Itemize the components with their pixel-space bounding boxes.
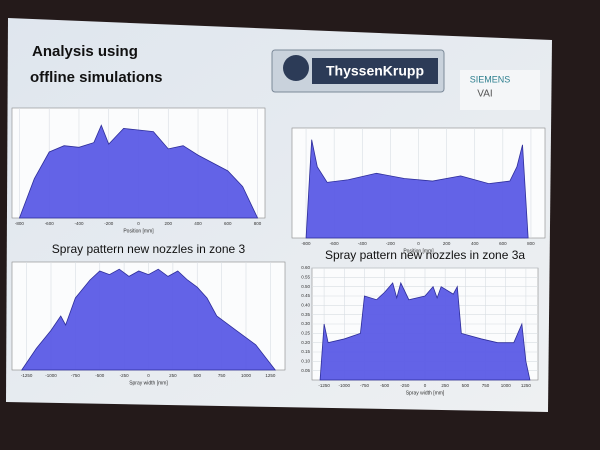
x-tick-label: 750 (218, 373, 226, 378)
x-tick-label: -750 (71, 373, 81, 378)
logo-text: ThyssenKrupp (326, 63, 424, 79)
y-tick-label: 0.25 (301, 331, 310, 336)
x-tick-label: 200 (165, 221, 173, 226)
x-axis-label: Spray width [mm] (406, 390, 445, 396)
x-tick-label: 0 (417, 241, 420, 246)
x-tick-label: 600 (224, 221, 232, 226)
x-tick-label: 800 (254, 221, 262, 226)
x-tick-label: -800 (302, 241, 312, 246)
y-tick-label: 0.50 (301, 284, 310, 289)
x-tick-label: -200 (104, 221, 114, 226)
area (20, 268, 277, 371)
x-tick-label: 500 (462, 383, 470, 388)
y-tick-label: 0.15 (301, 349, 310, 354)
area (319, 281, 531, 381)
x-tick-label: -750 (360, 383, 370, 388)
x-tick-label: 250 (441, 383, 449, 388)
x-tick-label: -250 (120, 373, 130, 378)
partner-box (460, 70, 540, 110)
slide-title: offline simulations (30, 69, 163, 86)
y-tick-label: 0.40 (301, 303, 310, 308)
x-tick-label: -200 (386, 241, 396, 246)
partner-name: SIEMENS (470, 74, 511, 84)
y-tick-label: 0.60 (301, 265, 310, 270)
x-tick-label: 800 (527, 241, 535, 246)
y-tick-label: 0.45 (301, 293, 310, 298)
x-tick-label: -800 (15, 221, 25, 226)
y-tick-label: 0.05 (301, 368, 310, 373)
y-tick-label: 0.30 (301, 321, 310, 326)
y-tick-label: 0.20 (301, 340, 310, 345)
x-tick-label: 600 (499, 241, 507, 246)
x-tick-label: -500 (95, 373, 105, 378)
x-tick-label: -600 (330, 241, 340, 246)
x-tick-label: 1250 (265, 373, 276, 378)
x-tick-label: 0 (137, 221, 140, 226)
x-tick-label: 1000 (501, 383, 512, 388)
x-tick-label: -1250 (318, 383, 330, 388)
x-tick-label: -600 (45, 221, 55, 226)
y-tick-label: 0.10 (301, 359, 310, 364)
x-tick-label: 400 (471, 241, 479, 246)
x-tick-label: -1000 (45, 373, 57, 378)
x-tick-label: 750 (482, 383, 490, 388)
x-axis-label: Position [mm] (403, 248, 434, 254)
x-tick-label: 250 (169, 373, 177, 378)
area (305, 139, 529, 239)
x-tick-label: 1000 (241, 373, 252, 378)
x-tick-label: 500 (193, 373, 201, 378)
x-tick-label: -500 (380, 383, 390, 388)
x-tick-label: -400 (74, 221, 84, 226)
x-tick-label: 0 (147, 373, 150, 378)
y-tick-label: 0.55 (301, 275, 310, 280)
chart-title: Spray pattern new nozzles in zone 3 (52, 242, 246, 256)
partner-sub: VAI (477, 89, 492, 100)
x-axis-label: Spray width [mm] (129, 380, 168, 386)
slide-title: Analysis using (32, 43, 138, 60)
area (18, 124, 259, 219)
logo-icon (283, 55, 309, 81)
x-tick-label: -400 (358, 241, 368, 246)
logo-band (312, 58, 438, 84)
x-tick-label: 1250 (521, 383, 532, 388)
x-tick-label: 200 (443, 241, 451, 246)
chart-title: Spray pattern new nozzles in zone 3a (325, 248, 525, 262)
x-tick-label: -250 (400, 383, 410, 388)
x-axis-label: Position [mm] (123, 228, 154, 234)
x-tick-label: 0 (424, 383, 427, 388)
x-tick-label: -1250 (21, 373, 33, 378)
x-tick-label: -1000 (339, 383, 351, 388)
y-tick-label: 0.35 (301, 312, 310, 317)
x-tick-label: 400 (194, 221, 202, 226)
